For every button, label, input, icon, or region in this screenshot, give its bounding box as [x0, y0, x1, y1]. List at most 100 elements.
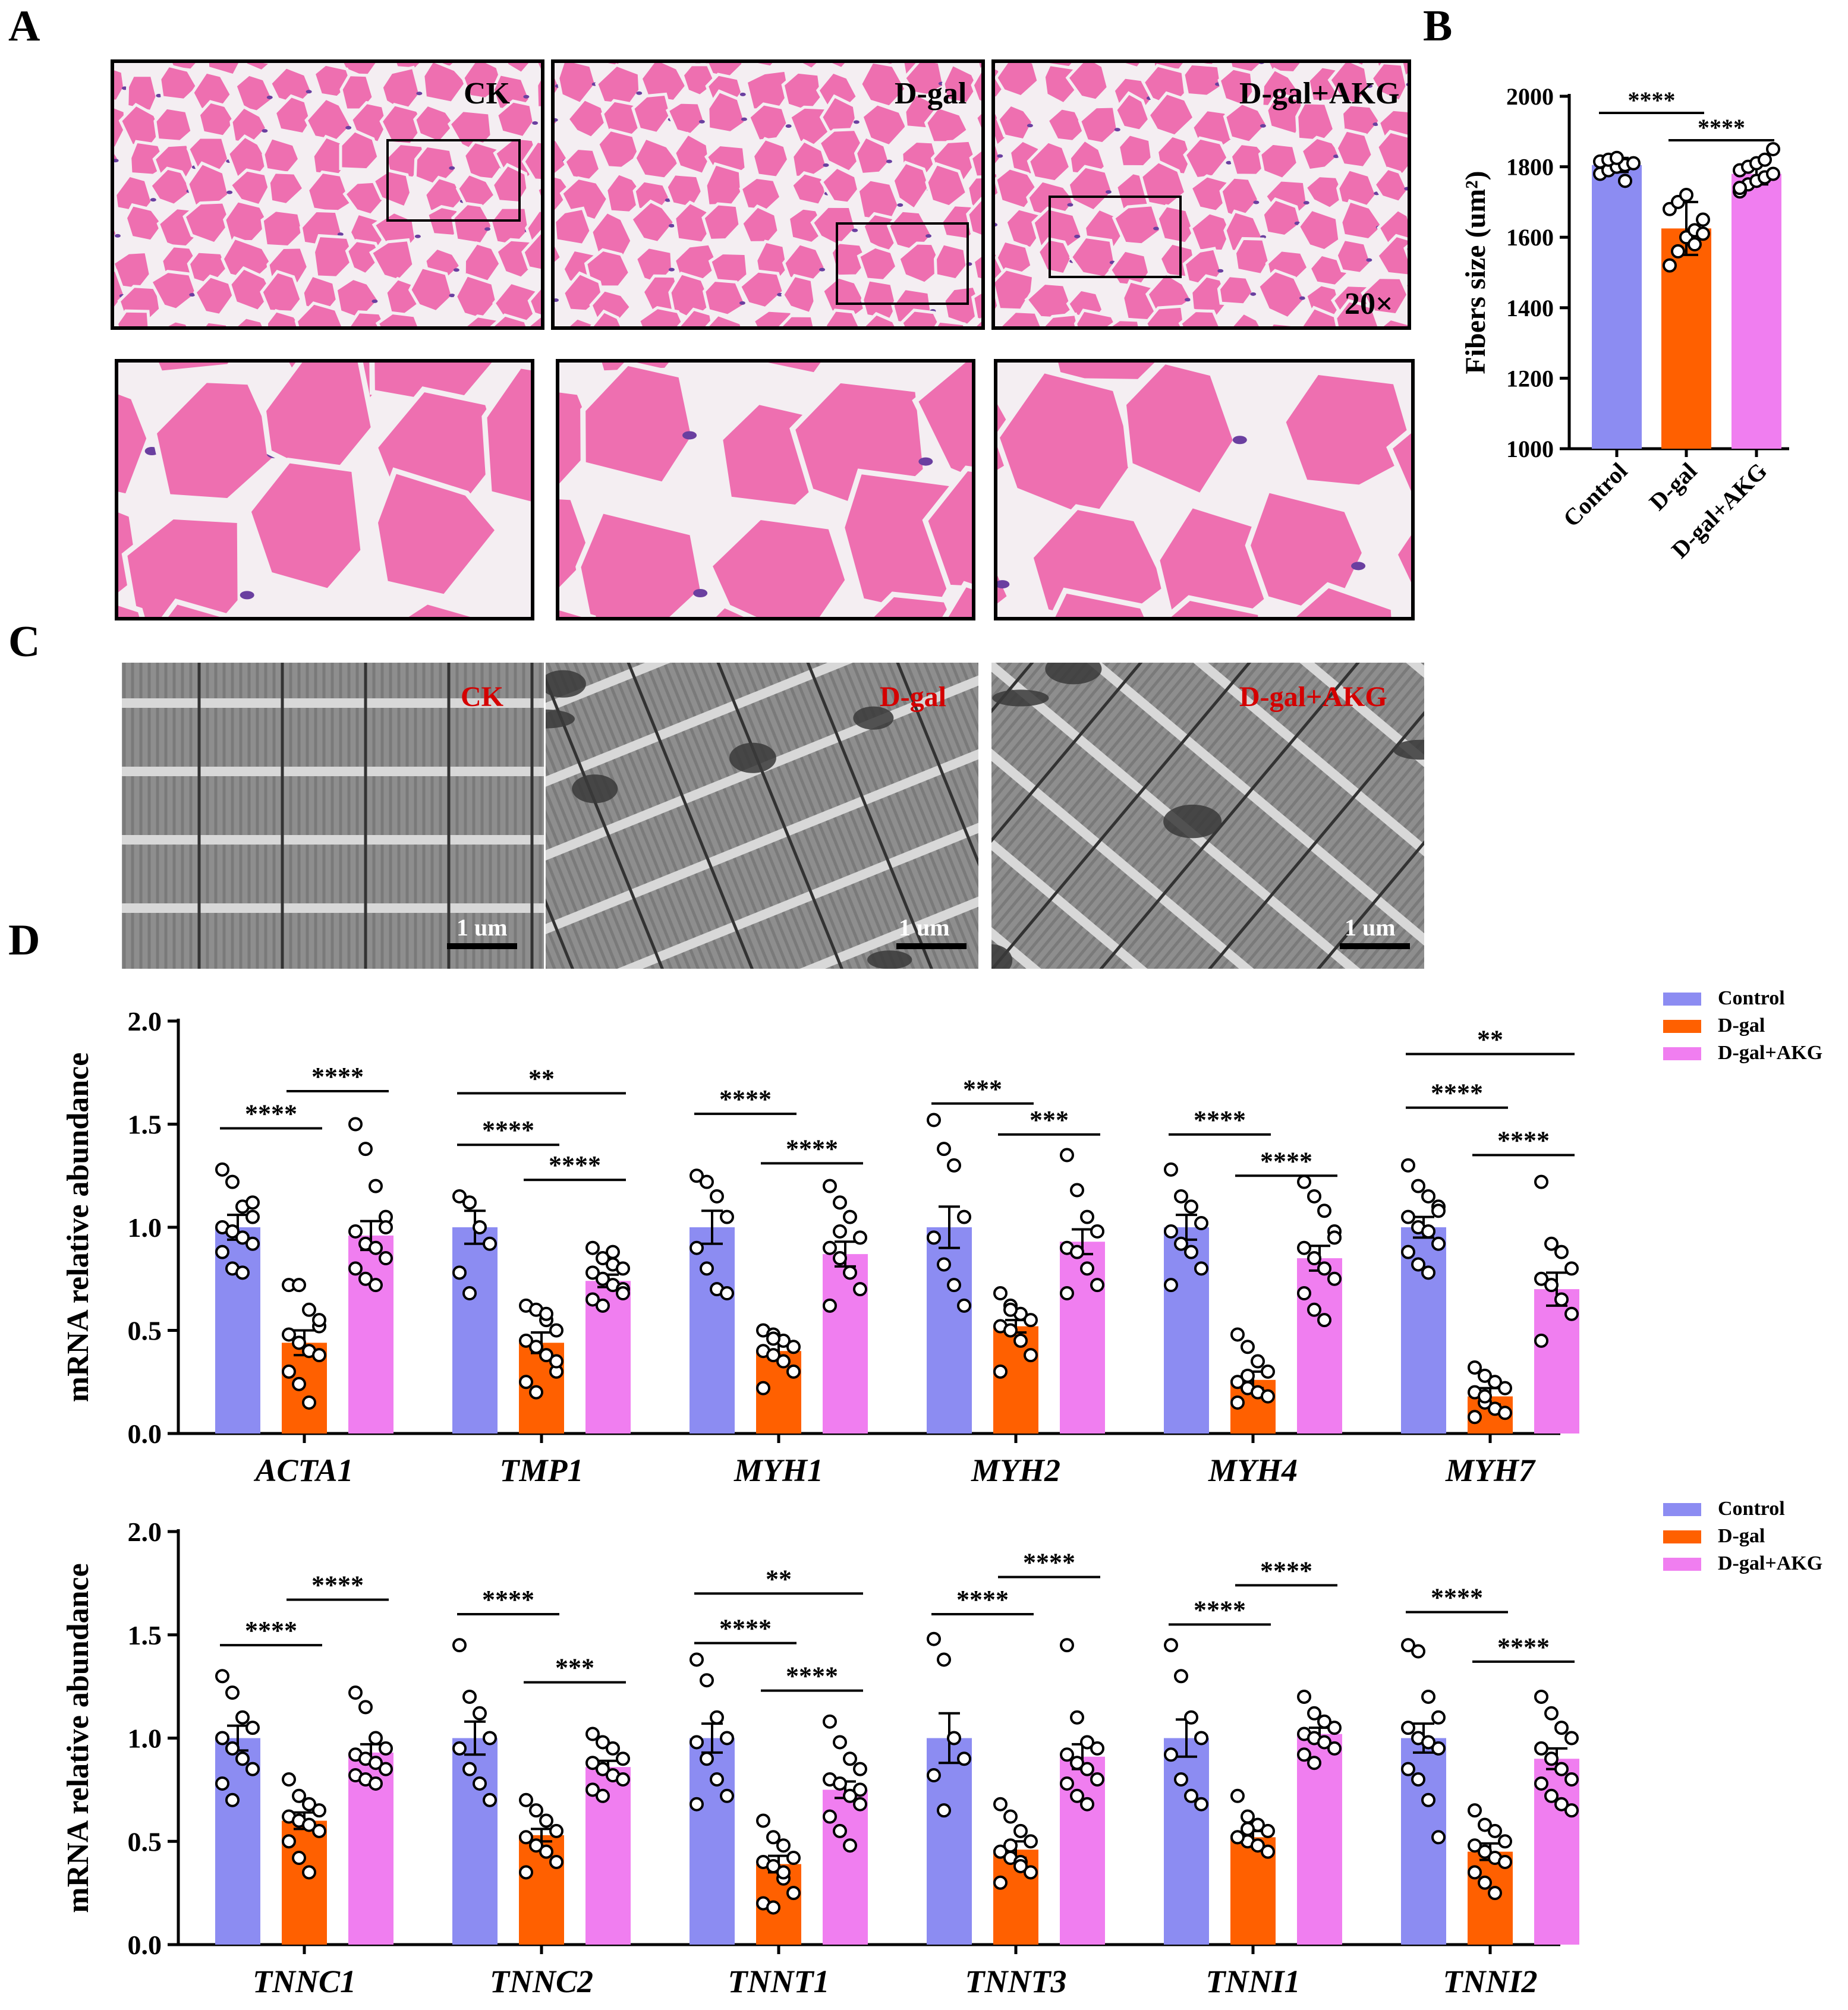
b-data-point — [1626, 156, 1641, 171]
muscle-fiber — [559, 604, 596, 617]
muscle-fiber — [934, 319, 966, 326]
d-top-data-point — [833, 1224, 847, 1239]
myofibril-striation — [1039, 663, 1424, 969]
d-bottom-data-point — [549, 1823, 563, 1838]
d-bottom-data-point — [1488, 1886, 1502, 1901]
myofibril-striation — [991, 663, 1377, 969]
d-top-data-point — [462, 1286, 477, 1301]
d-bottom-data-point — [473, 1776, 487, 1791]
muscle-fiber — [1107, 318, 1141, 326]
myofibril-striation — [546, 663, 851, 969]
d-bottom-data-point — [245, 1762, 260, 1776]
d-top-data-point — [1488, 1375, 1502, 1390]
zoom-region-box — [836, 222, 969, 305]
d-bottom-gene-label: TNNI2 — [1443, 1964, 1538, 1999]
d-bottom-data-point — [225, 1685, 240, 1700]
muscle-fiber — [555, 137, 572, 177]
d-top-data-point — [720, 1286, 734, 1301]
d-bottom-data-point — [585, 1727, 600, 1741]
d-top-data-point — [292, 1376, 306, 1391]
nucleus — [1184, 298, 1191, 302]
d-bottom-significance-label: **** — [311, 1571, 364, 1600]
mitochondrion — [1393, 739, 1424, 760]
d-bottom-data-point — [1164, 1747, 1178, 1762]
d-bottom-data-point — [225, 1792, 240, 1807]
d-top-data-point — [312, 1313, 326, 1328]
nucleus — [668, 267, 675, 272]
mitochondrion — [992, 689, 1049, 707]
mitochondrion — [572, 774, 618, 804]
b-data-point — [1663, 258, 1677, 273]
myofibril-striation — [558, 663, 905, 969]
z-disc — [546, 663, 797, 969]
myofibril-striation — [581, 663, 928, 969]
myofibril-striation — [573, 663, 920, 969]
tem-scale-bar-ck — [447, 943, 517, 949]
d-bottom-legend-swatch — [1663, 1558, 1701, 1571]
tem-ck — [122, 663, 544, 969]
muscle-fiber — [829, 241, 870, 278]
d-bottom-data-point — [1174, 1772, 1188, 1787]
d-top-data-point — [786, 1340, 801, 1354]
muscle-fiber — [124, 203, 165, 243]
muscle-fiber — [182, 200, 233, 245]
d-bottom-data-point — [1013, 1858, 1028, 1873]
muscle-fiber — [525, 314, 541, 326]
muscle-fiber — [580, 363, 697, 488]
d-bottom-data-point — [616, 1751, 630, 1766]
d-bottom-data-point — [1564, 1772, 1579, 1787]
d-top-significance-label: *** — [1030, 1105, 1069, 1135]
myofibril-striation — [991, 663, 1358, 969]
muscle-fiber — [631, 92, 673, 136]
d-top-data-point — [1554, 1292, 1569, 1307]
muscle-fiber — [912, 363, 972, 483]
panel-label-b: B — [1423, 2, 1453, 51]
d-top-data-point — [483, 1236, 497, 1251]
d-bottom-data-point — [720, 1788, 734, 1803]
d-bottom-significance-label: **** — [482, 1585, 534, 1614]
d-bottom-data-point — [539, 1813, 553, 1828]
d-top-bar-MYH1-D-gal+AKG — [823, 1254, 868, 1434]
d-top-data-point — [756, 1381, 770, 1395]
histology-image — [114, 63, 541, 326]
myofibril-striation — [546, 663, 758, 969]
muscle-fiber — [752, 363, 827, 379]
d-top-data-point — [1261, 1389, 1275, 1404]
nucleus — [532, 121, 539, 125]
d-bottom-data-point — [369, 1756, 383, 1770]
myofibril-striation — [546, 663, 813, 969]
muscle-fiber — [265, 308, 303, 326]
d-top-data-point — [1297, 1174, 1311, 1189]
nucleus — [1153, 226, 1160, 231]
muscle-fiber — [823, 308, 861, 326]
d-top-data-point — [282, 1364, 296, 1379]
d-top-data-point — [1230, 1395, 1245, 1410]
d-top-gene-label: MYH1 — [733, 1453, 823, 1488]
nucleus — [1250, 292, 1257, 296]
d-top-data-point — [1241, 1340, 1255, 1354]
d-bottom-data-point — [1024, 1865, 1038, 1880]
d-bottom-data-point — [833, 1735, 847, 1750]
d-top-data-point — [1164, 1224, 1178, 1239]
d-bottom-significance-label: **** — [1260, 1556, 1312, 1585]
d-top-data-point — [843, 1265, 857, 1280]
d-bottom-bar-TNNI1-D-gal+AKG — [1297, 1734, 1342, 1945]
b-data-point — [1610, 150, 1624, 165]
muscle-fiber — [1156, 204, 1196, 245]
muscle-fiber — [1386, 426, 1411, 505]
d-top-data-point — [215, 1245, 229, 1259]
nucleus — [345, 125, 352, 130]
d-bottom-significance-label: **** — [1431, 1583, 1483, 1612]
z-disc — [991, 663, 1424, 969]
d-top-data-point — [1534, 1271, 1548, 1286]
muscle-fiber — [263, 63, 290, 67]
muscle-fiber — [245, 457, 366, 594]
d-top-data-point — [1327, 1271, 1342, 1286]
muscle-fiber — [998, 310, 1043, 326]
mitochondrion — [853, 706, 894, 730]
b-data-point — [1696, 226, 1710, 241]
b-data-point — [1679, 188, 1693, 203]
d-bottom-data-point — [452, 1638, 467, 1653]
muscle-fiber — [1178, 309, 1222, 326]
d-top-data-point — [1401, 1209, 1415, 1224]
